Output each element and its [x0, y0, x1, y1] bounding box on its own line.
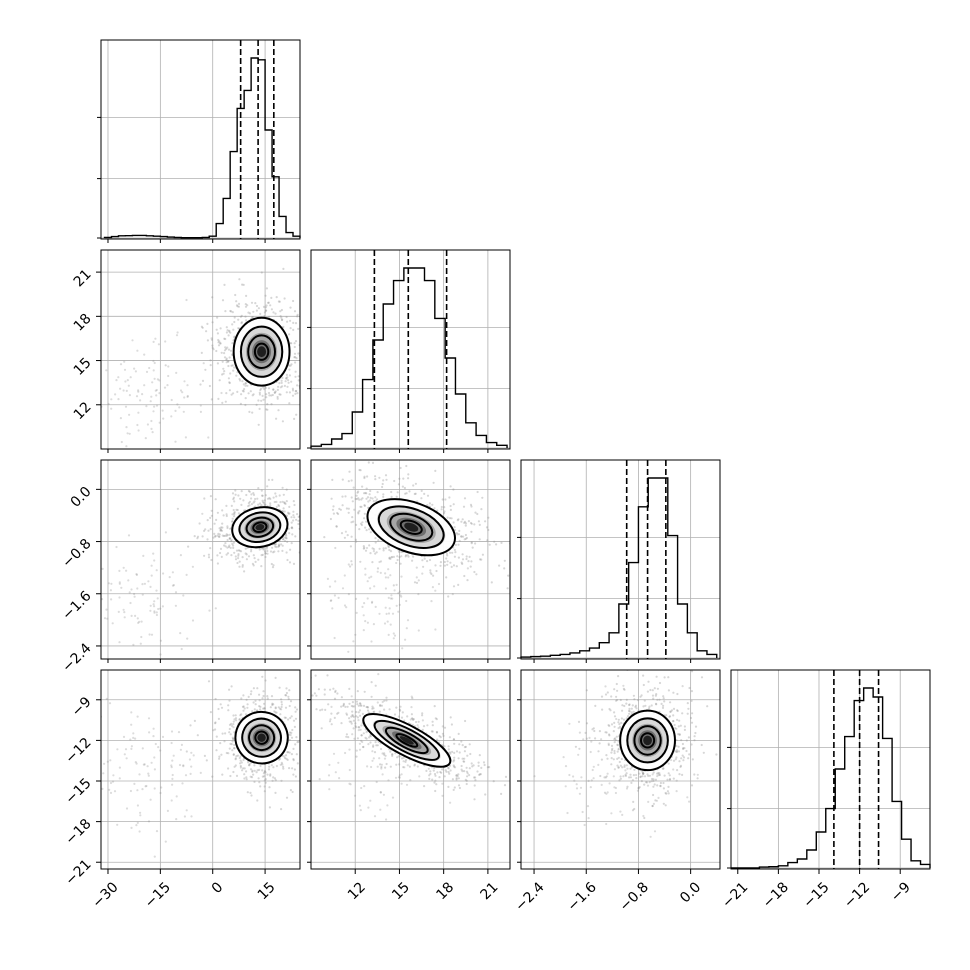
x-tick-label: −15 [142, 879, 174, 911]
density-level [257, 733, 266, 742]
x-tick-label: −21 [719, 879, 751, 911]
x-tick-label: 21 [478, 879, 502, 903]
y-tick-label: −2.4 [59, 640, 94, 675]
panel-frame [100, 459, 301, 660]
pair-panel-0-3 [100, 669, 301, 870]
contour-line [252, 521, 268, 534]
y-tick-label: −21 [62, 857, 94, 889]
contour-line [234, 710, 289, 765]
x-tick-label: −18 [760, 879, 792, 911]
contour-line [254, 730, 269, 745]
panel-frame [310, 249, 511, 450]
pair-panel-1-3 [310, 669, 511, 870]
x-tick-label: −15 [800, 879, 832, 911]
x-tick-label: −9 [888, 879, 914, 905]
panel-frame [310, 669, 511, 870]
contour-line [389, 512, 434, 542]
contour-line [640, 732, 656, 749]
density-level [257, 346, 267, 358]
contour-line [362, 713, 452, 768]
panel-frame [100, 669, 301, 870]
x-tick-label: −30 [89, 879, 121, 911]
panel-frame [730, 669, 931, 870]
x-tick-label: −2.4 [512, 879, 547, 914]
y-tick-label: 21 [71, 266, 95, 290]
panel-frame [310, 459, 511, 660]
y-tick-label: 18 [71, 311, 95, 335]
y-tick-label: −12 [62, 735, 94, 767]
x-tick-label: 18 [433, 879, 457, 903]
contour-line [241, 717, 282, 758]
density-level [643, 735, 652, 746]
histogram-panel-1 [307, 249, 511, 450]
pair-panel-0-1 [100, 249, 301, 450]
y-tick-label: 0.0 [68, 484, 95, 511]
histogram-panel-0 [97, 39, 301, 240]
pair-panel-2-3 [520, 669, 721, 870]
histogram-steps [731, 687, 931, 869]
histogram-panel-2 [517, 459, 721, 660]
y-tick-label: −15 [62, 775, 94, 807]
y-tick-label: 12 [71, 399, 95, 423]
contour-line [633, 725, 662, 756]
contour-line [626, 717, 669, 764]
x-tick-label: −1.6 [565, 879, 600, 914]
y-tick-label: 15 [71, 355, 95, 379]
density-level [404, 522, 419, 532]
x-tick-label: 12 [345, 879, 369, 903]
contour-line [238, 511, 282, 544]
x-tick-label: −0.8 [617, 879, 652, 914]
y-tick-label: −18 [62, 816, 94, 848]
contour-line [384, 726, 429, 755]
y-tick-label: −0.8 [59, 536, 94, 571]
x-tick-label: 0.0 [677, 879, 704, 906]
contour-line [619, 709, 676, 772]
x-tick-label: 0 [209, 879, 227, 897]
contour-line [377, 505, 445, 549]
panel-frame [520, 669, 721, 870]
contour-line [399, 519, 423, 535]
panel-frame [520, 459, 721, 660]
contour-line [247, 334, 277, 369]
x-tick-label: −12 [841, 879, 873, 911]
histogram-steps [310, 267, 508, 448]
contour-line [239, 325, 284, 378]
contour-line [231, 506, 289, 549]
contour-line [253, 342, 270, 361]
contour-line [232, 316, 291, 387]
pair-panel-0-2 [100, 459, 301, 660]
density-level [399, 736, 414, 745]
histogram-steps [103, 57, 301, 239]
contour-line [373, 719, 441, 761]
histogram-panel-3 [727, 669, 931, 870]
panel-frame [100, 39, 301, 240]
contour-line [248, 724, 276, 752]
panel-frame [100, 249, 301, 450]
y-tick-label: −9 [69, 694, 95, 720]
x-tick-label: 15 [389, 879, 413, 903]
pair-panel-1-2 [310, 459, 511, 660]
y-tick-label: −1.6 [59, 588, 94, 623]
histogram-steps [520, 477, 718, 658]
contour-line [395, 733, 419, 748]
density-level [255, 524, 265, 531]
contour-line [245, 516, 275, 538]
contour-line [366, 498, 457, 557]
x-tick-label: 15 [255, 879, 279, 903]
